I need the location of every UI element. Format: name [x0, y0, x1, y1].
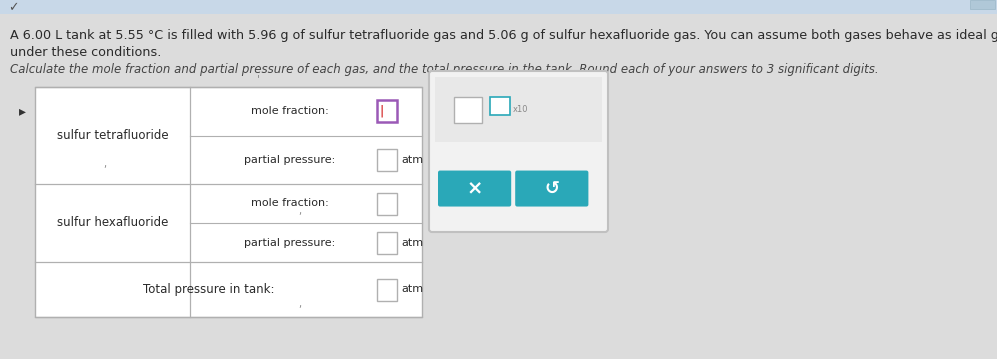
Text: x10: x10	[513, 105, 528, 114]
Bar	[377, 232, 397, 253]
Text: under these conditions.: under these conditions.	[10, 46, 162, 59]
Text: A 6.00 L tank at 5.55 °C is filled with 5.96 g of sulfur tetrafluoride gas and 5: A 6.00 L tank at 5.55 °C is filled with …	[10, 29, 997, 42]
Text: mole fraction:: mole fraction:	[251, 199, 329, 209]
Text: ✓: ✓	[8, 1, 19, 14]
Text: ,: ,	[298, 206, 301, 216]
Bar	[35, 87, 422, 317]
Text: atm: atm	[401, 238, 423, 247]
Text: ▸: ▸	[19, 104, 26, 118]
FancyBboxPatch shape	[429, 71, 608, 232]
Bar	[0, 0, 997, 14]
Text: ': '	[257, 74, 260, 84]
Bar	[490, 97, 510, 115]
Text: mole fraction:: mole fraction:	[251, 106, 329, 116]
Text: Total pressure in tank:: Total pressure in tank:	[143, 283, 274, 296]
Text: partial pressure:: partial pressure:	[244, 238, 336, 247]
Text: atm: atm	[401, 284, 423, 294]
Text: |: |	[379, 105, 383, 118]
Text: ,: ,	[104, 159, 107, 169]
FancyBboxPatch shape	[515, 171, 588, 206]
Bar	[377, 192, 397, 214]
Bar	[454, 97, 482, 122]
Bar	[970, 0, 995, 9]
Bar	[377, 279, 397, 300]
Text: ↺: ↺	[544, 180, 559, 197]
Text: Calculate the mole fraction and partial pressure of each gas, and the total pres: Calculate the mole fraction and partial …	[10, 63, 878, 76]
Text: ×: ×	[467, 179, 483, 198]
Text: partial pressure:: partial pressure:	[244, 155, 336, 165]
Text: atm: atm	[401, 155, 423, 165]
Text: sulfur hexafluoride: sulfur hexafluoride	[57, 216, 168, 229]
Bar	[377, 100, 397, 122]
Bar	[435, 77, 602, 142]
Text: sulfur tetrafluoride: sulfur tetrafluoride	[57, 129, 168, 142]
Bar	[377, 149, 397, 171]
FancyBboxPatch shape	[438, 171, 511, 206]
Text: ,: ,	[298, 299, 301, 309]
